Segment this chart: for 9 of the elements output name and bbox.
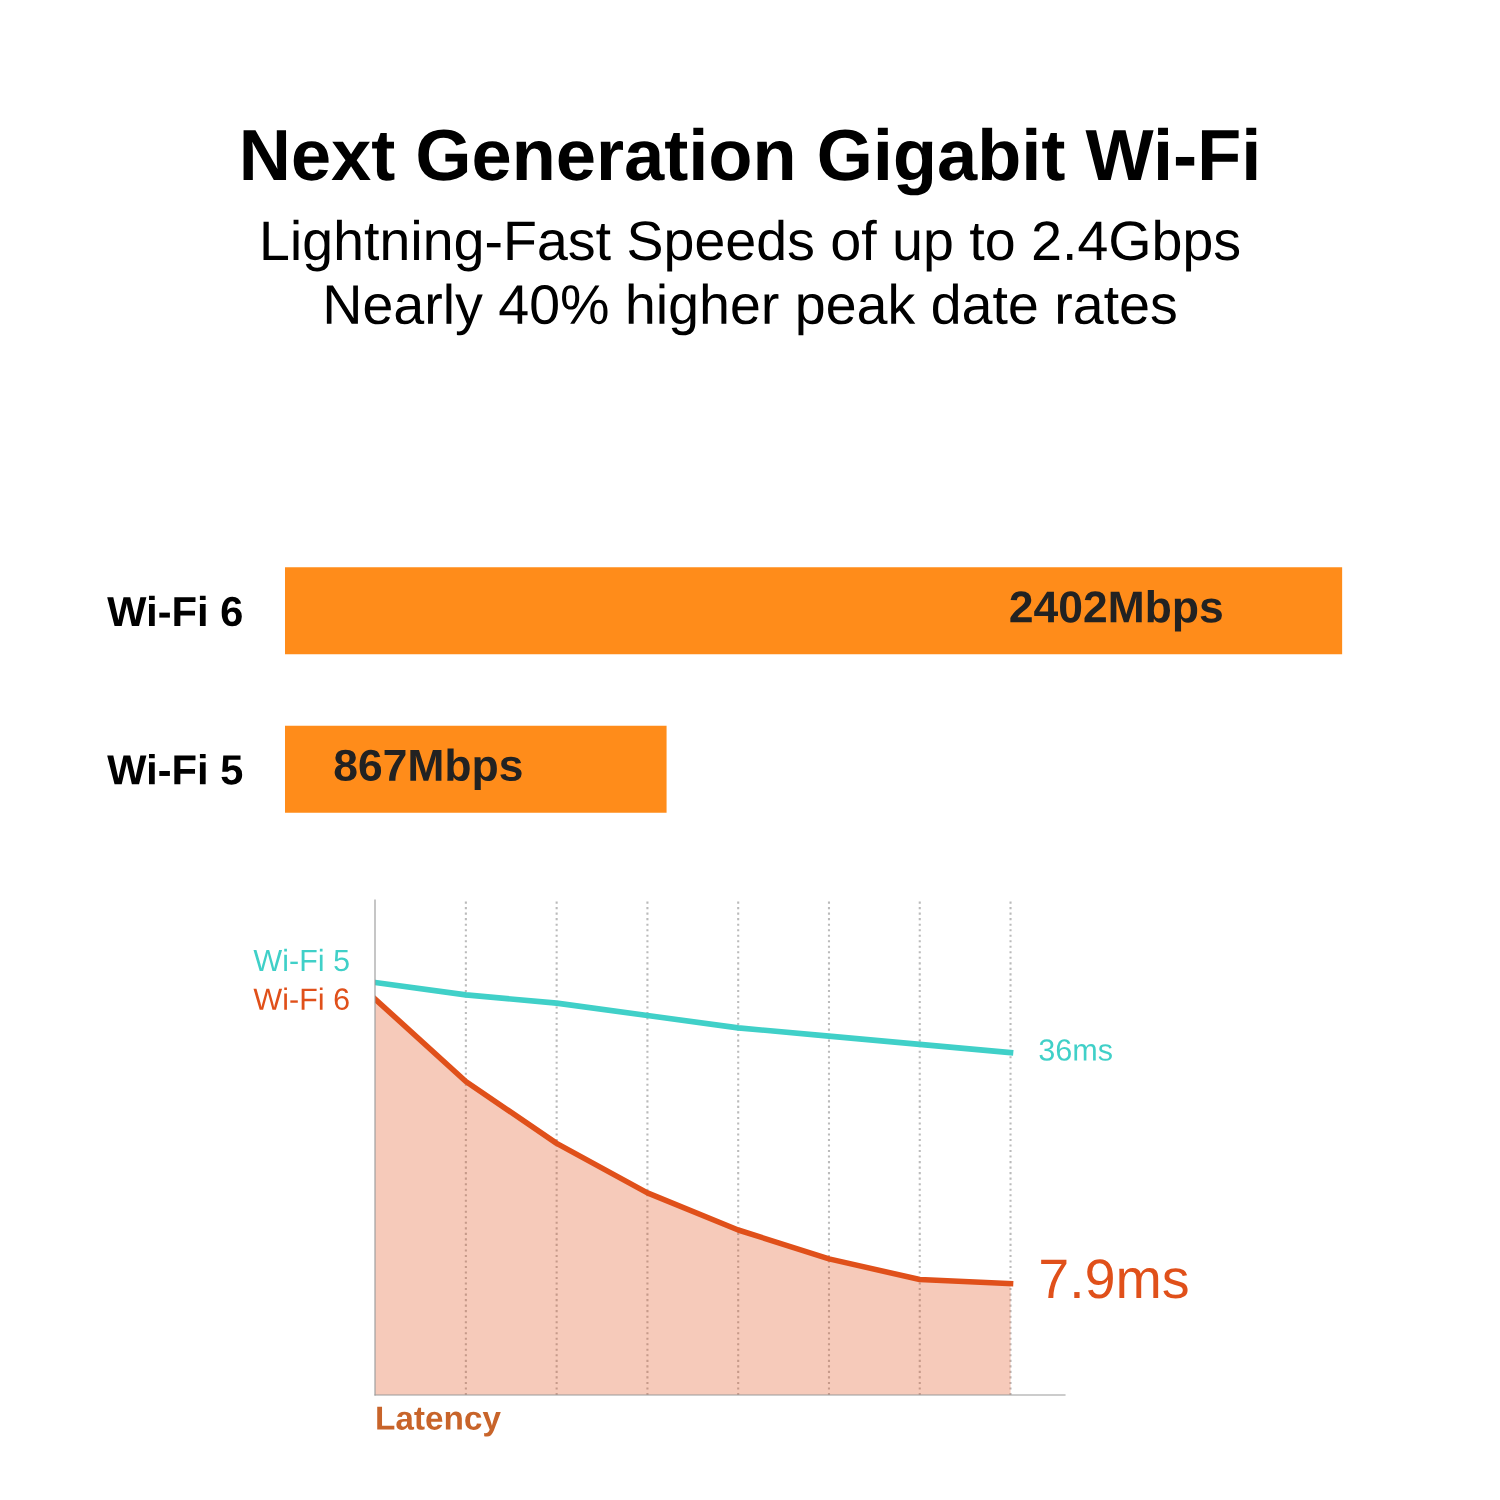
series-label: Wi-Fi 5: [253, 948, 349, 972]
x-axis-title: Latency: [377, 1406, 501, 1437]
chart-subtitle: Lightning-Fast Speeds of up to 2.4Gbps Nearly 40% higher peak date rates: [263, 219, 1240, 336]
annotation: 36ms: [1039, 1039, 1112, 1061]
annotation: 7.9ms: [1041, 1259, 1188, 1299]
chart-title: Next Generation Gigabit Wi-Fi: [243, 127, 1257, 196]
data-label: 2402Mbps: [1010, 590, 1222, 632]
series-label: Wi-Fi 6: [253, 987, 349, 1010]
data-label: 867Mbps: [334, 748, 522, 790]
